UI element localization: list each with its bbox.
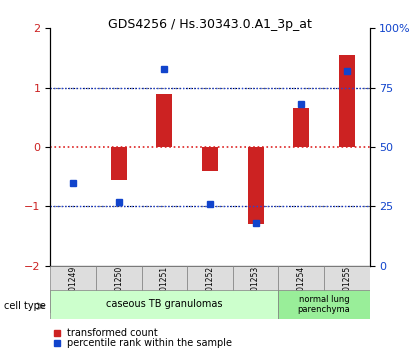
Bar [156, 93, 172, 147]
Bar [248, 147, 264, 224]
FancyBboxPatch shape [50, 266, 96, 313]
Bar [339, 55, 355, 147]
Bar [202, 147, 218, 171]
Text: transformed count: transformed count [67, 328, 158, 338]
FancyBboxPatch shape [96, 266, 142, 313]
FancyBboxPatch shape [233, 266, 278, 313]
Text: GSM501250: GSM501250 [114, 266, 123, 313]
FancyBboxPatch shape [187, 266, 233, 313]
FancyBboxPatch shape [324, 266, 370, 313]
Text: caseous TB granulomas: caseous TB granulomas [106, 299, 223, 309]
Text: GSM501254: GSM501254 [297, 266, 306, 313]
FancyBboxPatch shape [50, 290, 278, 319]
Text: GSM501255: GSM501255 [342, 266, 351, 313]
Bar [111, 147, 127, 179]
Text: normal lung
parenchyma: normal lung parenchyma [298, 295, 350, 314]
Text: GDS4256 / Hs.30343.0.A1_3p_at: GDS4256 / Hs.30343.0.A1_3p_at [108, 18, 312, 31]
Text: GSM501252: GSM501252 [205, 266, 215, 312]
FancyBboxPatch shape [142, 266, 187, 313]
FancyBboxPatch shape [278, 290, 370, 319]
Bar [293, 108, 309, 147]
Text: cell type: cell type [4, 301, 46, 311]
Text: GSM501249: GSM501249 [69, 266, 78, 313]
Text: GSM501251: GSM501251 [160, 266, 169, 312]
FancyBboxPatch shape [278, 266, 324, 313]
Text: percentile rank within the sample: percentile rank within the sample [67, 338, 232, 348]
Text: GSM501253: GSM501253 [251, 266, 260, 313]
